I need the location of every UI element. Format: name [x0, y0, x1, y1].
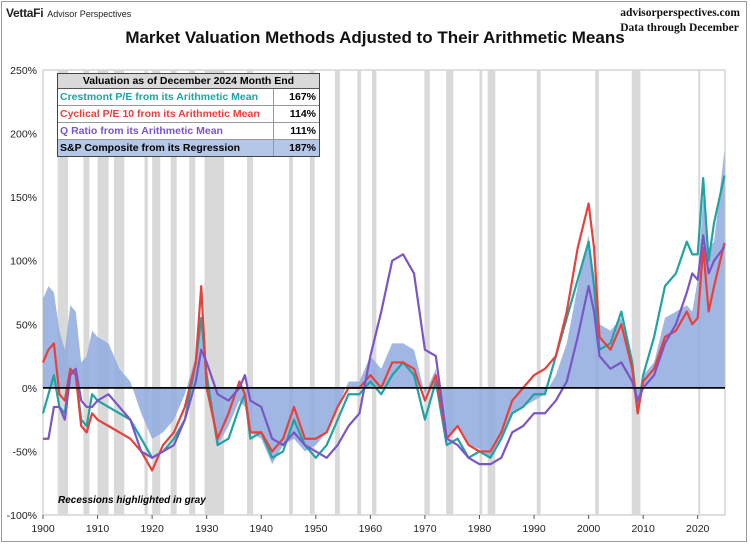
recession-band — [152, 70, 161, 515]
recession-band — [113, 70, 125, 515]
x-tick-label: 1930 — [195, 523, 219, 535]
brand-subtitle: Advisor Perspectives — [47, 9, 132, 19]
legend-label-regression: S&P Composite from its Regression — [58, 140, 274, 156]
legend-value-regression: 187% — [289, 142, 316, 154]
y-tick-label: 100% — [10, 256, 37, 268]
recession-band — [631, 70, 641, 515]
legend-header: Valuation as of December 2024 Month End — [58, 74, 319, 89]
legend-value-cyclical: 114% — [289, 108, 316, 120]
recession-band — [83, 70, 90, 515]
recession-band — [487, 70, 496, 515]
legend-value-crestmont: 167% — [289, 91, 316, 103]
x-tick-label: 1950 — [304, 523, 328, 535]
recession-band — [144, 70, 148, 515]
x-tick-label: 1970 — [413, 523, 437, 535]
legend-label-crestmont: Crestmont P/E from its Arithmetic Mean — [58, 89, 274, 105]
brand: VettaFi Advisor Perspectives — [6, 6, 131, 20]
series-cyclical-line — [41, 202, 726, 472]
recession-band — [357, 70, 362, 515]
site-url: advisorperspectives.com — [620, 7, 740, 19]
y-tick-label: 200% — [10, 129, 37, 141]
series-crestmont-line — [41, 175, 726, 459]
legend-row-regression: S&P Composite from its Regression 187% — [58, 140, 319, 156]
y-tick-label: 50% — [16, 319, 37, 331]
legend-value-qratio: 111% — [290, 125, 316, 137]
series-sp-regression-area — [43, 150, 725, 465]
series-qratio-line — [43, 234, 726, 466]
recession-band — [309, 70, 315, 515]
legend-row-cyclical: Cyclical P/E 10 from its Arithmetic Mean… — [58, 106, 319, 123]
data-through-label: Data through December — [620, 22, 739, 34]
recession-band — [170, 70, 177, 515]
recession-band — [97, 70, 109, 515]
y-tick-label: -50% — [12, 446, 37, 458]
y-tick-label: 150% — [10, 192, 37, 204]
legend-row-qratio: Q Ratio from its Arithmetic Mean 111% — [58, 123, 319, 140]
x-tick-label: 2010 — [631, 523, 655, 535]
site-info: advisorperspectives.com Data through Dec… — [620, 6, 740, 36]
recession-band — [189, 70, 196, 515]
recession-band — [446, 70, 454, 515]
y-tick-label: 0% — [22, 383, 37, 395]
recession-band — [57, 70, 69, 515]
legend-table: Valuation as of December 2024 Month End … — [57, 73, 320, 157]
x-tick-label: 1960 — [359, 523, 383, 535]
recession-band — [334, 70, 340, 515]
y-tick-label: -100% — [7, 510, 37, 522]
legend-label-cyclical: Cyclical P/E 10 from its Arithmetic Mean — [58, 106, 274, 122]
x-tick-label: 1920 — [140, 523, 164, 535]
x-tick-label: 1900 — [31, 523, 55, 535]
recession-band — [536, 70, 541, 515]
x-tick-label: 2020 — [686, 523, 710, 535]
x-tick-label: 1980 — [468, 523, 492, 535]
recession-note: Recessions highlighted in gray — [58, 495, 206, 506]
x-tick-label: 2000 — [577, 523, 601, 535]
recession-band — [289, 70, 293, 515]
recession-band — [479, 70, 483, 515]
y-tick-label: 250% — [10, 65, 37, 77]
legend-row-crestmont: Crestmont P/E from its Arithmetic Mean 1… — [58, 89, 319, 106]
chart-title: Market Valuation Methods Adjusted to The… — [125, 28, 625, 47]
plot-area — [42, 69, 726, 516]
vettafi-logo: VettaFi — [6, 6, 44, 20]
x-tick-label: 1990 — [522, 523, 546, 535]
x-tick-label: 1910 — [86, 523, 110, 535]
recession-band — [247, 70, 254, 515]
recession-band — [371, 70, 377, 515]
recession-band — [424, 70, 430, 515]
x-tick-label: 1940 — [250, 523, 274, 535]
legend-label-qratio: Q Ratio from its Arithmetic Mean — [58, 123, 274, 139]
